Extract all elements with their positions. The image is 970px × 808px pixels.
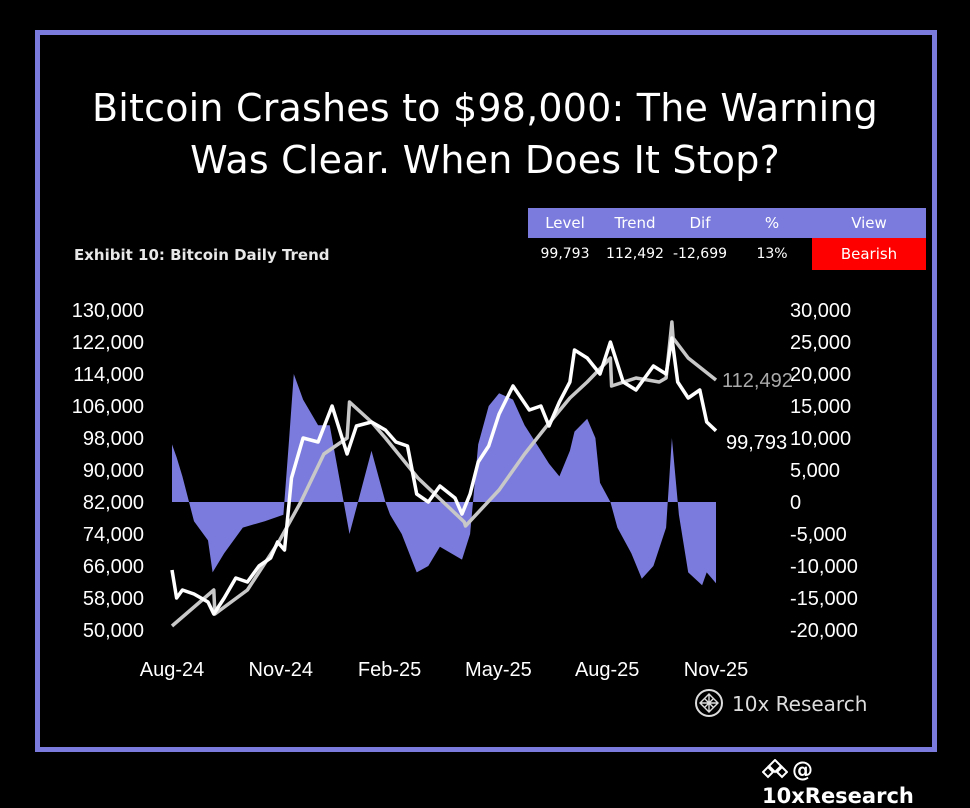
exhibit-label: Exhibit 10: Bitcoin Daily Trend — [74, 246, 330, 264]
right-axis-tick-label: -5,000 — [790, 524, 847, 546]
diamond-logo-icon — [761, 758, 789, 784]
header-dif: Dif — [668, 208, 732, 238]
chart-frame — [35, 30, 937, 752]
stats-header-row: Level Trend Dif % View — [528, 208, 926, 238]
title-line-1: Bitcoin Crashes to $98,000: The Warning — [91, 86, 878, 130]
right-axis-tick-label: 5,000 — [790, 460, 840, 482]
x-axis-tick-label: Nov-24 — [249, 659, 313, 681]
left-axis-tick-label: 122,000 — [72, 332, 144, 354]
left-axis-tick-label: 82,000 — [83, 492, 144, 514]
right-axis-tick-label: 20,000 — [790, 364, 851, 386]
right-axis-tick-label: 15,000 — [790, 396, 851, 418]
left-axis-tick-label: 90,000 — [83, 460, 144, 482]
x-axis-tick-label: Aug-25 — [575, 659, 640, 681]
left-axis-tick-label: 58,000 — [83, 588, 144, 610]
stats-value-row: 99,793 112,492 -12,699 13% Bearish — [528, 238, 926, 270]
header-view: View — [812, 208, 926, 238]
header-trend: Trend — [602, 208, 668, 238]
left-axis-tick-label: 106,000 — [72, 396, 144, 418]
stats-table: Level Trend Dif % View 99,793 112,492 -1… — [528, 208, 926, 270]
trend-line — [170, 320, 718, 628]
chart-title: Bitcoin Crashes to $98,000: The Warning … — [40, 82, 930, 186]
x-axis-tick-label: Feb-25 — [358, 659, 421, 681]
right-axis-tick-label: -15,000 — [790, 588, 858, 610]
trend-end-label: 112,492 — [722, 370, 793, 392]
line-layer: 112,492 99,793 — [170, 320, 793, 628]
title-line-2: Was Clear. When Does It Stop? — [190, 138, 780, 182]
dif-area — [172, 374, 716, 586]
header-level: Level — [528, 208, 602, 238]
brand-name: 10x Research — [732, 692, 868, 716]
right-axis-tick-label: 25,000 — [790, 332, 851, 354]
left-axis-tick-label: 74,000 — [83, 524, 144, 546]
x-axis-tick-label: May-25 — [465, 659, 532, 681]
right-axis-tick-label: 0 — [790, 492, 801, 514]
value-level: 99,793 — [540, 246, 590, 262]
header-percent: % — [732, 208, 812, 238]
value-trend: 112,492 — [606, 246, 664, 262]
x-axis-tick-label: Nov-25 — [684, 659, 748, 681]
dif-area-layer — [172, 374, 716, 586]
value-view: Bearish — [812, 238, 926, 270]
watermark: @ 10xResearch — [761, 758, 970, 808]
value-dif: -12,699 — [672, 246, 728, 262]
level-end-label: 99,793 — [726, 432, 787, 454]
left-axis-tick-label: 66,000 — [83, 556, 144, 578]
axis-layer: 130,000 122,000 114,000 106,000 98,000 90,000… — [72, 300, 858, 681]
right-axis-tick-label: 10,000 — [790, 428, 851, 450]
brand-logo-icon — [694, 688, 724, 723]
brand-footer: 10x Research — [694, 688, 867, 723]
left-axis-tick-label: 98,000 — [83, 428, 144, 450]
right-axis-tick-label: -10,000 — [790, 556, 858, 578]
left-axis-tick-label: 50,000 — [83, 620, 144, 642]
left-axis-tick-label: 130,000 — [72, 300, 144, 322]
right-axis-tick-label: -20,000 — [790, 620, 858, 642]
right-axis-tick-label: 30,000 — [790, 300, 851, 322]
x-axis-tick-label: Aug-24 — [140, 659, 205, 681]
value-percent: 13% — [756, 246, 788, 262]
level-line — [170, 336, 718, 616]
left-axis-tick-label: 114,000 — [73, 364, 144, 386]
